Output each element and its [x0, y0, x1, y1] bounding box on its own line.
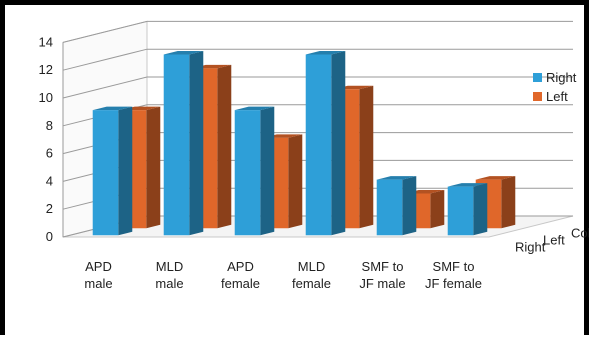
- bar-right-0: [92, 106, 133, 236]
- bar-side: [146, 106, 161, 229]
- y-tick-label: 10: [39, 90, 53, 105]
- bar-top: [163, 51, 204, 55]
- x-tick-label: APD female: [221, 259, 260, 291]
- x-tick-label-line: APD: [227, 259, 254, 274]
- x-tick-label-line: male: [84, 276, 112, 291]
- bar-side: [189, 51, 204, 236]
- x-tick-label: MLD male: [155, 259, 183, 291]
- bar-right-4: [376, 176, 417, 236]
- x-tick-label-line: SMF to: [362, 259, 404, 274]
- gridline: [62, 104, 573, 127]
- bar-side: [473, 183, 488, 236]
- x-tick-label: SMF to JF male: [359, 259, 405, 291]
- bar-top: [305, 51, 346, 55]
- x-tick-label-line: JF female: [425, 276, 482, 291]
- chart: 0 2 4 6 8 10 12 14 APD male MLD male APD female MLD fe…: [39, 20, 589, 291]
- bar-front: [305, 54, 332, 236]
- bar-side: [260, 106, 275, 236]
- bar-top: [234, 106, 275, 111]
- y-axis-ticks: 0 2 4 6 8 10 12 14: [39, 34, 64, 244]
- x-tick-label-line: female: [292, 276, 331, 291]
- gridline: [62, 20, 573, 43]
- bar-top: [447, 183, 488, 187]
- bar-side: [217, 64, 232, 229]
- x-tick-label-line: APD: [85, 259, 112, 274]
- depth-tick-label: Column1: [571, 226, 589, 241]
- x-tick-label-line: MLD: [156, 259, 183, 274]
- legend-label: Left: [546, 89, 568, 104]
- bar-top: [475, 176, 516, 180]
- x-axis-labels: APD male MLD male APD female MLD female SMF to JF…: [84, 259, 482, 291]
- y-tick-label: 6: [46, 146, 53, 161]
- x-tick-label-line: male: [155, 276, 183, 291]
- y-tick-label: 4: [46, 173, 53, 188]
- x-tick-label-line: MLD: [298, 259, 325, 274]
- bar-right-2: [234, 106, 275, 236]
- y-tick-label: 2: [46, 201, 53, 216]
- x-tick-label: MLD female: [292, 259, 331, 291]
- bar-side: [501, 176, 516, 229]
- bar-front: [234, 110, 261, 236]
- gridline: [62, 76, 573, 99]
- bar-right-5: [447, 183, 488, 236]
- y-tick-label: 8: [46, 118, 53, 133]
- y-tick-label: 14: [39, 34, 53, 49]
- bar-top: [92, 106, 133, 111]
- bar-side: [359, 85, 374, 229]
- bar-front: [163, 54, 190, 236]
- bar-side: [402, 176, 417, 236]
- legend-label: Right: [546, 70, 577, 85]
- legend-swatch: [533, 92, 542, 101]
- depth-tick-label: Right: [515, 240, 546, 255]
- x-tick-label-line: JF male: [359, 276, 405, 291]
- legend-swatch: [533, 73, 542, 82]
- gridline: [62, 48, 573, 71]
- depth-tick-label: Left: [543, 233, 565, 248]
- y-tick-label: 12: [39, 62, 53, 77]
- x-tick-label-line: SMF to: [433, 259, 475, 274]
- x-tick-label-line: female: [221, 276, 260, 291]
- bar-side: [430, 190, 445, 229]
- bar-side: [118, 106, 133, 236]
- legend: Right Left: [533, 70, 577, 104]
- bar-front: [376, 179, 403, 236]
- bar-side: [331, 51, 346, 236]
- bar-side: [288, 134, 303, 229]
- bar-front: [92, 110, 119, 236]
- x-tick-label: SMF to JF female: [425, 259, 482, 291]
- y-tick-label: 0: [46, 229, 53, 244]
- x-tick-label: APD male: [84, 259, 112, 291]
- bars: [92, 51, 516, 236]
- bar-front: [447, 186, 474, 236]
- bar-right-1: [163, 51, 204, 236]
- bar-right-3: [305, 51, 346, 236]
- bar-top: [376, 176, 417, 180]
